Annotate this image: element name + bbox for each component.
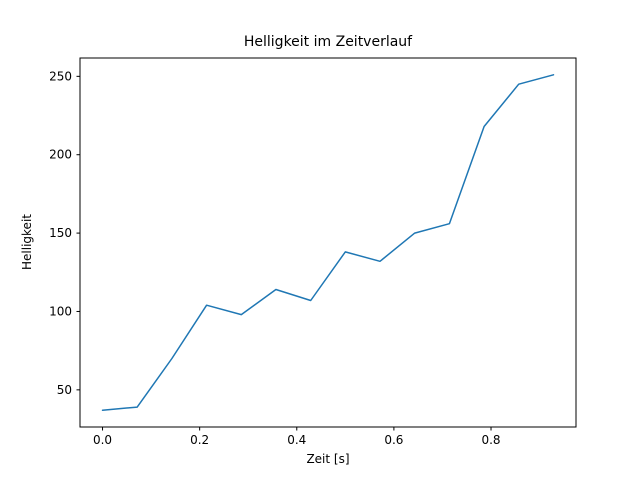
y-tick-label: 100 bbox=[49, 304, 72, 318]
x-tick-label: 0.2 bbox=[190, 433, 209, 447]
x-tick-label: 0.6 bbox=[384, 433, 403, 447]
plot-area-border bbox=[79, 57, 577, 428]
y-tick-label: 250 bbox=[49, 69, 72, 83]
x-tick-label: 0.4 bbox=[287, 433, 306, 447]
x-tick-label: 0.0 bbox=[93, 433, 112, 447]
y-tick-label: 200 bbox=[49, 148, 72, 162]
y-tick-label: 50 bbox=[57, 383, 72, 397]
series-line bbox=[101, 74, 555, 411]
chart-title: Helligkeit im Zeitverlauf bbox=[244, 34, 413, 50]
y-tick-label: 150 bbox=[49, 226, 72, 240]
x-tick-label: 0.8 bbox=[481, 433, 500, 447]
y-axis-label: Helligkeit bbox=[20, 214, 34, 270]
x-axis: 0.0 0.2 0.4 0.6 0.8 bbox=[93, 427, 501, 447]
x-axis-label: Zeit [s] bbox=[306, 452, 349, 466]
y-axis: 50 100 150 200 250 bbox=[49, 69, 80, 397]
